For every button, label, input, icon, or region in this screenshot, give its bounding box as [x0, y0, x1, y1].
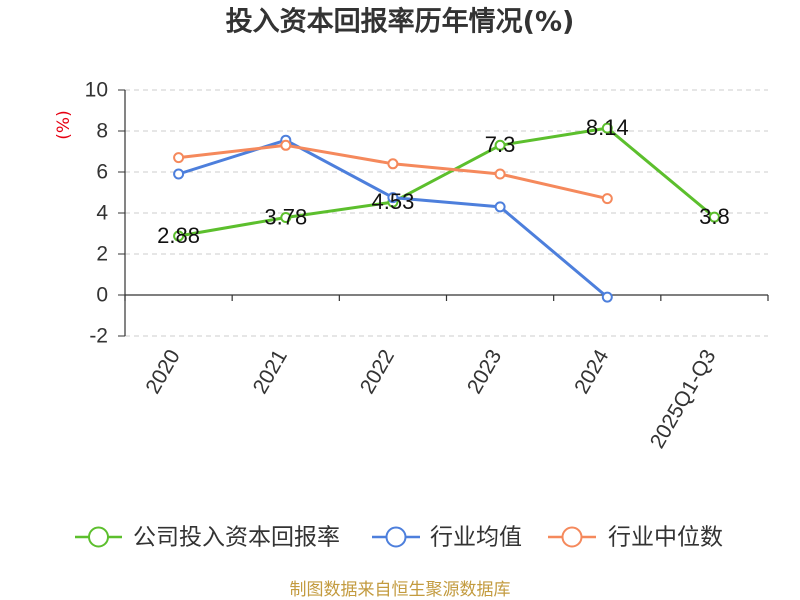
legend-label: 行业中位数 [608, 525, 723, 551]
data-point-series-2 [601, 193, 613, 205]
y-tick-label: 10 [85, 79, 108, 102]
data-label: 3.78 [264, 204, 307, 229]
legend-label: 行业均值 [430, 525, 522, 551]
x-tick-label: 2022 [356, 346, 399, 398]
data-point-series-1 [494, 201, 506, 213]
chart-title: 投入资本回报率历年情况(%) [226, 6, 575, 38]
data-point-series-0 [708, 211, 720, 223]
legend-item-industry-mean[interactable]: 行业均值 [372, 525, 522, 551]
x-tick-label: 2025Q1-Q3 [646, 346, 721, 453]
x-tick-label: 2021 [249, 346, 292, 398]
axes: 10 8 6 4 2 0 -2 2020 2021 2022 2023 2024 2025Q1-Q3 [85, 79, 769, 453]
y-tick-label: 6 [96, 161, 108, 184]
data-point-series-1 [387, 192, 399, 204]
source-note: 制图数据来自恒生聚源数据库 [290, 580, 511, 600]
data-labels: 2.88 3.78 4.53 7.3 8.14 3.8 [157, 115, 730, 248]
x-tick-label: 2024 [570, 345, 613, 397]
data-point-series-0 [601, 122, 613, 134]
legend-item-industry-median[interactable]: 行业中位数 [548, 525, 723, 551]
legend-circle-symbol [88, 526, 109, 548]
x-tick-label: 2020 [141, 346, 184, 398]
x-tick-label: 2023 [463, 346, 506, 398]
legend-circle-symbol [561, 526, 583, 548]
y-tick-label: 2 [96, 243, 108, 266]
data-point-series-0 [173, 230, 185, 242]
series-line-0 [178, 126, 716, 238]
data-label: 4.53 [371, 189, 414, 214]
data-label: 3.8 [699, 204, 730, 229]
data-point-series-0 [494, 139, 506, 151]
series-points [173, 122, 720, 303]
data-label: 2.88 [157, 223, 200, 248]
y-axis-label: (%) [54, 110, 74, 139]
data-label: 7.3 [485, 132, 516, 157]
y-tick-label: -2 [89, 325, 108, 348]
y-tick-label: 8 [96, 120, 108, 143]
data-point-series-0 [280, 212, 292, 223]
data-point-series-2 [280, 139, 292, 151]
legend-circle-symbol [385, 526, 407, 548]
data-point-series-2 [173, 152, 185, 164]
data-point-series-1 [173, 168, 185, 180]
y-tick-label: 4 [96, 202, 108, 225]
legend-item-company-roic[interactable]: 公司投入资本回报率 [75, 525, 340, 551]
data-point-series-2 [494, 168, 506, 180]
data-point-series-2 [387, 158, 399, 170]
data-point-series-1 [601, 291, 613, 303]
legend: 公司投入资本回报率 行业均值 行业中位数 [75, 525, 723, 551]
data-label: 8.14 [586, 115, 629, 140]
legend-label: 公司投入资本回报率 [133, 525, 340, 551]
y-tick-label: 0 [96, 284, 108, 307]
series-lines [178, 126, 716, 299]
